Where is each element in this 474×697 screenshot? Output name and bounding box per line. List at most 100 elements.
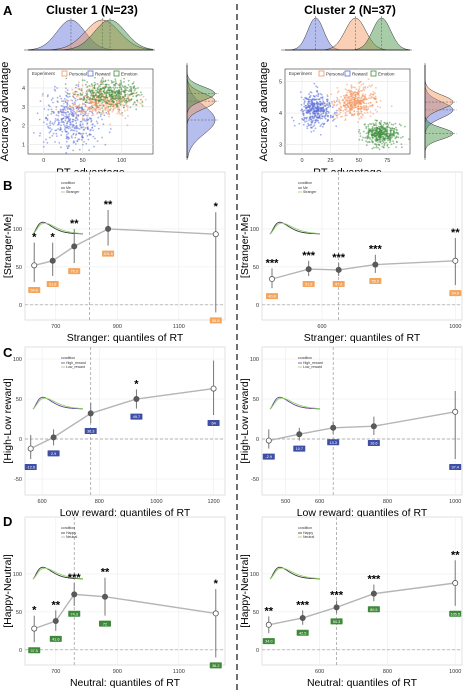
scatter-point-reward: [322, 112, 324, 115]
scatter-point-emotion: [377, 141, 379, 143]
scatter-point-emotion: [118, 93, 120, 96]
scatter-point-personal: [349, 112, 352, 114]
scatter-point-personal: [345, 106, 348, 109]
scatter-point-reward: [97, 127, 100, 130]
scatter-point-reward: [71, 120, 74, 123]
scatter-point-reward: [51, 110, 53, 113]
scatter-point-reward: [89, 117, 92, 120]
scatter-point-emotion: [93, 84, 96, 87]
scatter-legend-swatch: [113, 70, 120, 77]
scatter-point-emotion: [94, 100, 97, 102]
scatter-point-emotion: [374, 119, 377, 122]
scatter-point-personal: [70, 106, 72, 108]
scatter-point-reward: [67, 99, 69, 102]
significance-stars: *: [214, 201, 219, 213]
scatter-point-emotion: [393, 128, 396, 130]
scatter-point-emotion: [382, 124, 385, 126]
y-tick-label: 0: [256, 648, 259, 654]
scatter-point-reward: [72, 115, 75, 118]
scatter-point-reward: [326, 106, 329, 109]
value-badge: [293, 445, 306, 452]
scatter-point-emotion: [115, 94, 118, 97]
scatter-point-emotion: [378, 132, 381, 135]
scatter-point-reward: [307, 104, 310, 107]
scatter-point-personal: [108, 115, 110, 118]
scatter-point-reward: [315, 85, 317, 88]
scatter-point-personal: [359, 99, 361, 102]
scatter-point-emotion: [386, 132, 389, 135]
scatter-point-personal: [374, 92, 376, 95]
value-badge-label: 36.3: [87, 430, 94, 434]
scatter-point-reward: [308, 100, 310, 102]
scatter-point-personal: [345, 108, 348, 110]
scatter-point-reward: [314, 109, 317, 112]
scatter-point-emotion: [140, 98, 142, 101]
scatter-point-reward: [39, 100, 42, 102]
scatter-point-reward: [69, 123, 72, 126]
scatter-point-reward: [89, 129, 91, 132]
significance-stars: **: [451, 227, 460, 239]
scatter-point-reward: [75, 126, 78, 129]
scatter-point-emotion: [361, 139, 364, 142]
scatter-point-personal: [344, 98, 347, 101]
value-badge: [28, 647, 41, 654]
scatter-point-emotion: [386, 137, 389, 140]
scatter-point-emotion: [82, 99, 85, 101]
scatter-point-reward: [88, 149, 90, 152]
scatter-point-emotion: [93, 86, 96, 89]
value-badge-label: 105.5: [450, 612, 460, 616]
value-badge: [130, 413, 143, 420]
scatter-point-reward: [57, 101, 59, 103]
scatter-point-personal: [354, 97, 356, 100]
scatter-point-reward: [307, 98, 310, 101]
scatter-point-personal: [339, 102, 342, 105]
scatter-point-emotion: [115, 103, 118, 106]
scatter-point-personal: [354, 100, 356, 102]
scatter-point-personal: [78, 81, 80, 84]
scatter-point-personal: [366, 86, 369, 89]
scatter-point-emotion: [122, 99, 124, 102]
plot-frame: [261, 346, 463, 496]
scatter-point-emotion: [114, 83, 117, 86]
scatter-point-emotion: [98, 95, 100, 97]
scatter-point-emotion: [125, 97, 128, 100]
scatter-point-reward: [302, 123, 305, 126]
scatter-point-emotion: [124, 99, 127, 102]
scatter-point-emotion: [118, 89, 120, 91]
scatter-point-emotion: [133, 101, 136, 103]
scatter-point-reward: [65, 94, 68, 97]
scatter-point-personal: [96, 111, 99, 114]
scatter-point-reward: [312, 108, 315, 110]
value-badge-label: 47.6: [335, 283, 342, 287]
scatter-point-emotion: [110, 103, 113, 106]
scatter-point-reward: [320, 96, 323, 99]
scatter-point-emotion: [111, 98, 113, 100]
scatter-point-personal: [344, 118, 347, 120]
significance-stars: *: [32, 605, 37, 617]
scatter-point-reward: [60, 146, 62, 149]
value-badge-label: 41.6: [52, 637, 59, 641]
scatter-point-reward: [305, 111, 308, 114]
scatter-point-reward: [59, 108, 62, 111]
scatter-point-reward: [291, 116, 293, 119]
scatter-point-personal: [324, 103, 327, 106]
scatter-point-reward: [76, 140, 79, 143]
scatter-point-reward: [88, 102, 90, 104]
scatter-point-personal: [117, 110, 120, 113]
scatter-point-emotion: [381, 145, 384, 148]
scatter-point-personal: [357, 105, 360, 108]
x-tick-label: 900: [113, 324, 122, 330]
scatter-point-reward: [49, 122, 51, 124]
y-tick-label: 0: [256, 303, 259, 309]
data-point: [333, 604, 340, 611]
x-tick-label: 600: [317, 324, 326, 330]
scatter-point-reward: [319, 92, 322, 95]
scatter-point-personal: [81, 111, 84, 114]
scatter-point-emotion: [83, 97, 86, 100]
scatter-point-emotion: [135, 103, 138, 106]
value-badge-label: 10.7: [296, 447, 303, 451]
x-axis-label: Stranger: quantiles of RT: [304, 332, 421, 344]
scatter-point-personal: [348, 101, 351, 104]
inset-legend-label: Me: [66, 186, 71, 190]
scatter-point-emotion: [107, 99, 109, 102]
